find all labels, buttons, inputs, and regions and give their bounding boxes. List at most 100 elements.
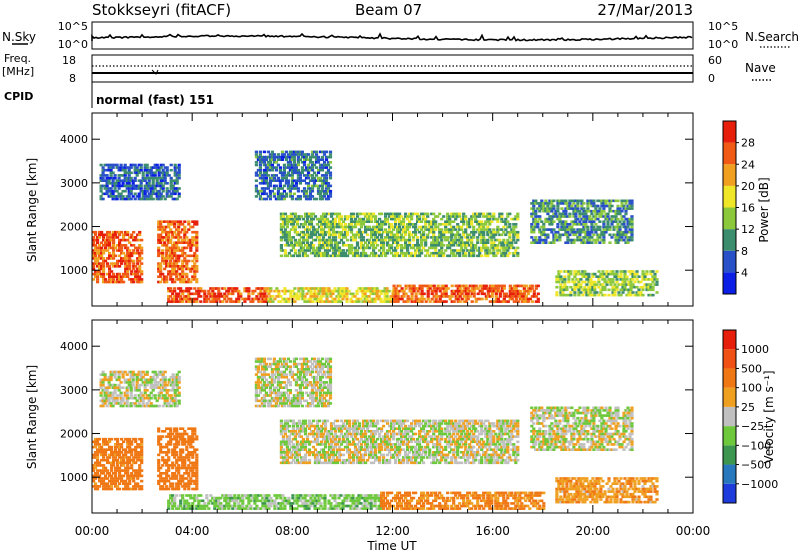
range-cell — [556, 199, 560, 203]
range-cell — [312, 163, 317, 167]
range-cell — [442, 251, 446, 255]
range-cell — [456, 230, 460, 234]
range-cell — [446, 228, 450, 231]
range-cell — [145, 182, 149, 185]
range-cell — [270, 150, 274, 154]
range-cell — [540, 238, 544, 242]
range-cell — [193, 223, 197, 226]
range-cell — [345, 217, 350, 221]
range-cell — [96, 272, 100, 276]
range-cell — [486, 292, 490, 296]
range-cell — [326, 171, 331, 175]
range-cell — [209, 292, 213, 296]
range-cell — [297, 241, 301, 244]
range-cell — [538, 215, 542, 218]
range-cell — [308, 192, 313, 196]
range-cell — [159, 195, 163, 198]
range-cell — [276, 179, 280, 182]
range-cell — [402, 238, 406, 242]
range-cell — [171, 233, 175, 237]
range-cell — [317, 225, 322, 229]
range-cell — [289, 212, 293, 216]
range-cell — [272, 187, 276, 190]
range-cell — [389, 295, 393, 298]
range-cell — [368, 246, 372, 250]
range-cell — [432, 251, 436, 255]
range-cell — [452, 212, 456, 216]
range-cell — [422, 212, 426, 216]
range-cell — [283, 212, 287, 216]
range-cell — [233, 289, 237, 293]
range-cell — [306, 166, 311, 169]
range-cell — [128, 466, 132, 470]
range-cell — [295, 220, 299, 223]
range-cell — [616, 209, 620, 213]
range-cell — [287, 230, 291, 234]
range-cell — [345, 254, 350, 258]
range-cell — [147, 176, 151, 180]
range-cell — [528, 284, 532, 288]
range-cell — [490, 287, 494, 290]
range-cell — [139, 189, 143, 193]
range-cell — [588, 215, 592, 218]
power-colorbar-tick: 20 — [741, 180, 755, 193]
range-cell — [542, 238, 546, 242]
range-cell — [114, 472, 118, 475]
range-cell — [424, 238, 428, 242]
range-cell — [494, 233, 498, 237]
range-cell — [594, 215, 598, 218]
range-cell — [347, 244, 352, 247]
range-cell — [585, 275, 589, 278]
range-cell — [114, 479, 118, 483]
range-cell — [181, 479, 185, 483]
range-cell — [314, 161, 319, 164]
range-cell — [460, 246, 464, 250]
range-cell — [301, 297, 305, 301]
range-cell — [382, 223, 386, 226]
range-cell — [482, 244, 486, 247]
range-cell — [376, 228, 380, 231]
range-cell — [496, 246, 500, 250]
range-cell — [276, 189, 280, 193]
range-cell — [259, 289, 263, 293]
range-cell — [448, 254, 452, 258]
range-cell — [120, 469, 124, 472]
range-cell — [385, 287, 389, 290]
range-cell — [623, 288, 627, 292]
range-cell — [404, 233, 408, 237]
range-cell — [125, 171, 129, 175]
range-cell — [191, 265, 195, 268]
range-cell — [422, 215, 426, 218]
range-cell — [327, 287, 331, 290]
range-cell — [195, 265, 199, 268]
range-cell — [171, 223, 175, 226]
range-cell — [655, 283, 659, 286]
range-cell — [110, 254, 114, 258]
range-cell — [100, 257, 104, 260]
range-cell — [254, 161, 258, 164]
range-cell — [589, 283, 593, 286]
range-cell — [458, 241, 462, 244]
range-cell — [593, 293, 597, 297]
range-cell — [444, 289, 448, 293]
range-cell — [126, 251, 130, 255]
range-cell — [320, 158, 325, 161]
range-cell — [104, 477, 108, 480]
range-cell — [546, 233, 550, 237]
range-cell — [179, 220, 183, 223]
range-cell — [396, 251, 400, 255]
range-cell — [368, 225, 372, 229]
range-cell — [128, 451, 132, 454]
range-cell — [335, 223, 340, 226]
range-cell — [582, 215, 586, 218]
range-cell — [134, 448, 138, 451]
range-cell — [110, 461, 114, 465]
range-cell — [337, 295, 341, 298]
range-cell — [619, 270, 623, 273]
range-cell — [492, 244, 496, 247]
range-cell — [284, 155, 288, 159]
range-cell — [114, 254, 118, 258]
range-cell — [274, 197, 278, 201]
range-cell — [614, 215, 618, 218]
range-cell — [306, 163, 311, 167]
